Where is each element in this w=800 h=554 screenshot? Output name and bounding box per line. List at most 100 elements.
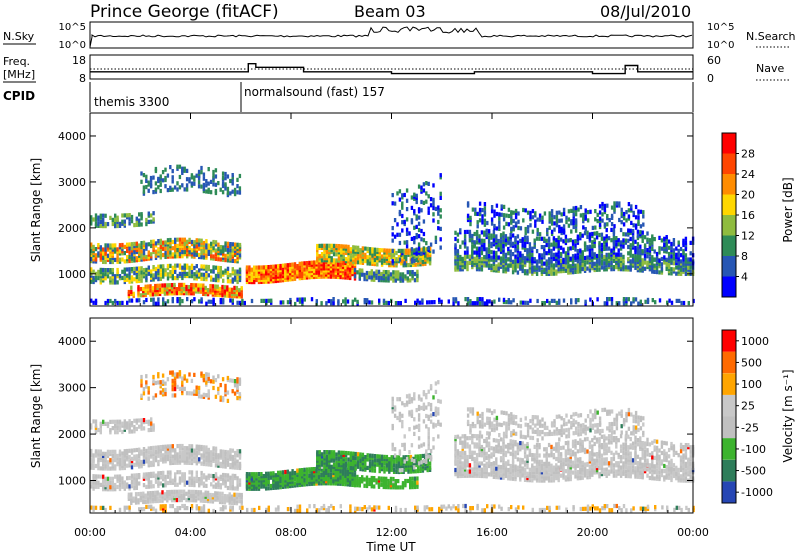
heatmap-cell — [224, 243, 227, 248]
heatmap-cell — [490, 221, 494, 226]
heatmap-cell — [364, 246, 367, 251]
heatmap-cell — [178, 252, 182, 257]
heatmap-cell — [332, 252, 336, 257]
heatmap-cell — [214, 248, 218, 253]
heatmap-cell — [154, 473, 158, 478]
heatmap-cell — [672, 248, 676, 253]
heatmap-cell — [325, 301, 328, 306]
heatmap-cell — [391, 232, 394, 237]
heatmap-cell — [413, 225, 416, 230]
heatmap-cell — [178, 301, 182, 306]
heatmap-cell — [507, 236, 510, 241]
heatmap-cell — [121, 421, 124, 426]
heatmap-cell — [516, 262, 520, 267]
heatmap-cell — [265, 265, 268, 270]
heatmap-cell — [487, 229, 491, 234]
heatmap-cell — [121, 213, 124, 218]
heatmap-cell — [564, 259, 568, 264]
heatmap-cell — [162, 453, 165, 458]
heatmap-cell — [121, 219, 124, 224]
heatmap-cell — [169, 250, 172, 255]
heatmap-cell — [558, 298, 561, 303]
heatmap-cell — [579, 232, 582, 237]
heatmap-cell — [653, 237, 656, 242]
heatmap-cell — [186, 446, 189, 451]
heatmap-cell — [405, 231, 409, 236]
heatmap-cell — [195, 474, 198, 479]
nsky-trace — [89, 26, 693, 48]
heatmap-cell — [483, 242, 486, 248]
heatmap-cell — [111, 480, 114, 486]
heatmap-cell — [209, 497, 212, 502]
heatmap-cell — [190, 299, 194, 304]
heatmap-cell — [224, 383, 227, 388]
heatmap-cell — [139, 287, 143, 292]
heatmap-cell — [603, 236, 606, 241]
heatmap-cell — [627, 251, 630, 256]
heatmap-cell — [152, 471, 155, 476]
heatmap-cell — [197, 385, 201, 390]
heatmap-cell — [358, 268, 361, 273]
heatmap-cell — [422, 238, 426, 243]
heatmap-cell — [634, 225, 638, 230]
heatmap-cell — [118, 425, 122, 430]
heatmap-cell — [363, 272, 366, 277]
heatmap-cell — [294, 301, 297, 307]
heatmap-cell — [185, 378, 189, 383]
heatmap-cell — [157, 239, 160, 244]
heatmap-cell — [144, 493, 147, 498]
heatmap-cell — [567, 264, 570, 269]
heatmap-cell — [114, 249, 117, 254]
heatmap-cell — [487, 263, 491, 268]
heatmap-cell — [202, 247, 206, 252]
heatmap-cell — [183, 252, 186, 257]
heatmap-cell — [181, 450, 184, 455]
heatmap-cell — [519, 264, 522, 269]
heatmap-cell — [438, 297, 441, 302]
heatmap-cell — [159, 390, 162, 395]
heatmap-cell — [140, 255, 143, 260]
heatmap-cell — [682, 249, 685, 254]
nave-label: Nave — [756, 62, 784, 75]
heatmap-cell — [437, 207, 440, 212]
heatmap-cell — [383, 248, 386, 253]
heatmap-cell — [595, 259, 599, 264]
heatmap-cell — [161, 373, 165, 378]
heatmap-cell — [214, 256, 218, 261]
heatmap-cell — [128, 298, 131, 303]
heatmap-cell — [190, 448, 194, 453]
heatmap-cell — [164, 246, 167, 251]
heatmap-cell — [415, 249, 418, 254]
heatmap-cell — [209, 379, 213, 384]
heatmap-cell — [159, 238, 162, 243]
heatmap-cell — [114, 423, 117, 429]
heatmap-cell — [192, 291, 195, 296]
heatmap-cell — [422, 250, 426, 255]
heatmap-cell — [612, 246, 616, 251]
heatmap-cell — [474, 211, 477, 216]
heatmap-cell — [605, 228, 608, 233]
heatmap-cell — [574, 243, 577, 248]
heatmap-cell — [511, 270, 515, 275]
heatmap-cell — [94, 419, 98, 424]
heatmap-cell — [426, 300, 429, 305]
heatmap-cell — [161, 170, 165, 175]
heatmap-cell — [226, 398, 230, 403]
heatmap-cell — [586, 230, 589, 235]
heatmap-cell — [207, 299, 210, 304]
heatmap-cell — [226, 450, 230, 455]
heatmap-cell — [397, 255, 401, 260]
heatmap-cell — [118, 474, 122, 479]
heatmap-cell — [94, 217, 98, 222]
heatmap-cell — [234, 246, 237, 251]
heatmap-cell — [149, 178, 153, 183]
heatmap-cell — [104, 224, 107, 229]
heatmap-cell — [200, 264, 203, 269]
heatmap-cell — [584, 227, 587, 232]
heatmap-cell — [583, 266, 587, 271]
heatmap-cell — [159, 453, 162, 458]
heatmap-cell — [427, 206, 430, 211]
heatmap-cell — [121, 269, 124, 274]
heatmap-cell — [123, 221, 126, 226]
heatmap-cell — [174, 476, 177, 481]
